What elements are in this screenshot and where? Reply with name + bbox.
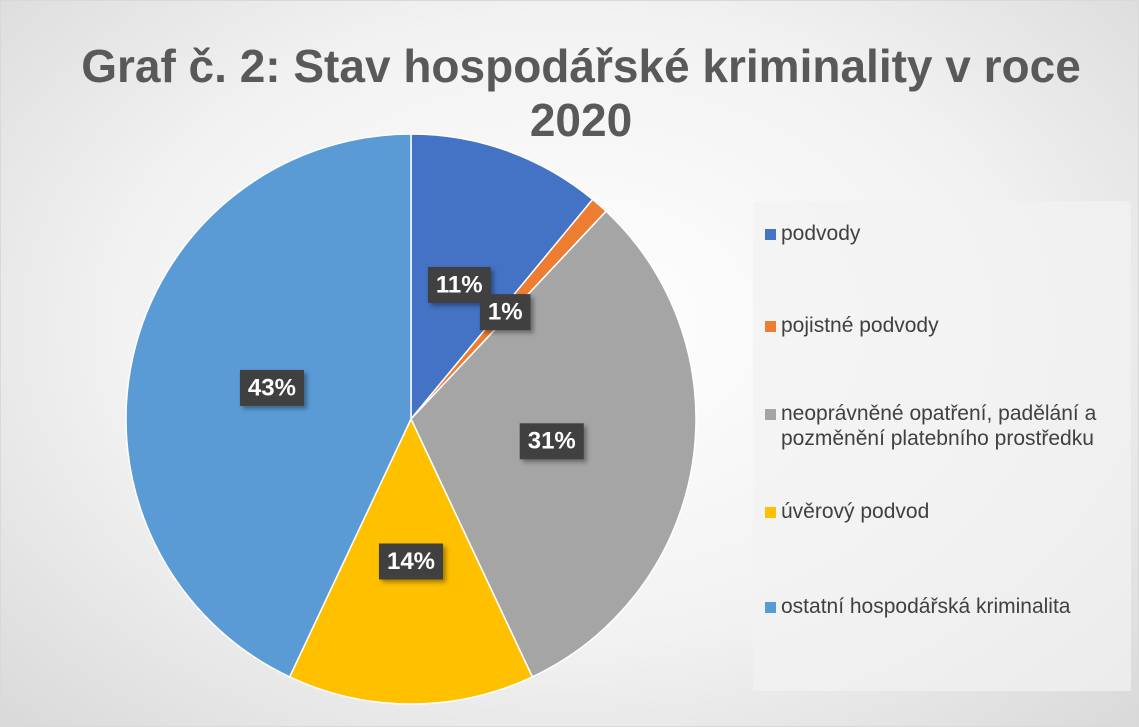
legend-swatch — [765, 321, 776, 332]
chart-title: Graf č. 2: Stav hospodářské kriminality … — [81, 40, 1081, 146]
legend: podvody pojistné podvody neoprávněné opatř… — [753, 201, 1131, 691]
data-label: 31% — [528, 428, 576, 455]
legend-item: úvěrový podvod — [765, 499, 1138, 524]
legend-swatch — [765, 409, 776, 420]
legend-label: pojistné podvody — [781, 314, 939, 337]
legend-item: podvody — [765, 221, 1138, 246]
data-label: 1% — [488, 298, 523, 325]
data-label-box — [239, 369, 304, 406]
data-label: 43% — [248, 374, 296, 401]
data-label-box — [378, 543, 444, 580]
legend-swatch — [765, 602, 776, 613]
legend-swatch — [765, 229, 776, 240]
legend-label: neoprávněné opatření, padělání a pozměně… — [781, 402, 1097, 450]
data-label: 14% — [387, 548, 435, 575]
legend-label: podvody — [781, 222, 861, 245]
data-label: 11% — [436, 271, 483, 298]
pie-slice — [410, 133, 594, 422]
legend-item: ostatní hospodářská kriminalita — [765, 594, 1138, 619]
data-label-box — [519, 423, 584, 460]
legend-swatch — [765, 507, 776, 518]
legend-item: neoprávněné opatření, padělání a pozměně… — [765, 401, 1138, 451]
legend-label: úvěrový podvod — [781, 500, 930, 523]
legend-label: ostatní hospodářská kriminalita — [781, 595, 1071, 618]
legend-item: pojistné podvody — [765, 313, 1138, 338]
data-label-box — [479, 294, 531, 331]
